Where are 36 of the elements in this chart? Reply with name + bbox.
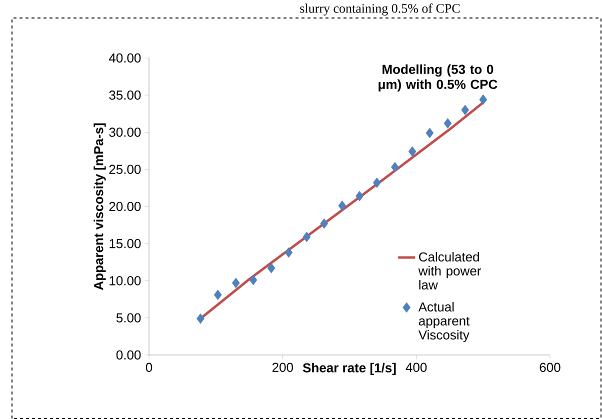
y-tick-label: 15.00 <box>110 239 141 248</box>
point <box>426 128 434 138</box>
y-tick-label: 0.00 <box>116 350 141 360</box>
legend-label: Actual apparent Viscosity <box>418 302 470 342</box>
point <box>444 118 452 129</box>
point <box>214 290 222 300</box>
point <box>390 162 399 172</box>
point <box>461 104 470 116</box>
point <box>372 178 381 188</box>
y-tick-label: 10.00 <box>110 276 141 286</box>
y-tick-label: 5.00 <box>116 313 141 322</box>
point <box>249 274 258 286</box>
legend-label: Calculated with power law <box>418 252 481 290</box>
x-tick-label: 0 <box>146 362 152 372</box>
point <box>356 190 364 202</box>
x-axis-title: Shear rate [1/s] <box>302 362 396 375</box>
y-tick-label: 25.00 <box>109 164 141 174</box>
point <box>302 232 311 242</box>
y-axis-title: Apparent viscosity [mPa-s] <box>94 123 106 290</box>
y-tick-label: 35.00 <box>109 90 141 100</box>
point <box>479 94 488 105</box>
point <box>267 262 276 274</box>
point <box>320 218 328 229</box>
y-tick-label: 30.00 <box>109 128 141 137</box>
y-tick-label: 20.00 <box>109 202 141 212</box>
x-tick-label: 200 <box>272 362 294 372</box>
point <box>284 247 293 258</box>
y-tick-label: 40.00 <box>108 53 141 63</box>
point <box>338 200 346 211</box>
point <box>232 278 240 288</box>
text: Modelling (53 to 0 μm) with 0.5% CPC <box>378 64 498 92</box>
text: slurry containing 0.5% of CPC <box>300 4 460 16</box>
point <box>408 146 416 157</box>
x-tick-label: 600 <box>540 362 560 372</box>
x-tick-label: 400 <box>406 362 427 372</box>
point <box>196 313 204 324</box>
